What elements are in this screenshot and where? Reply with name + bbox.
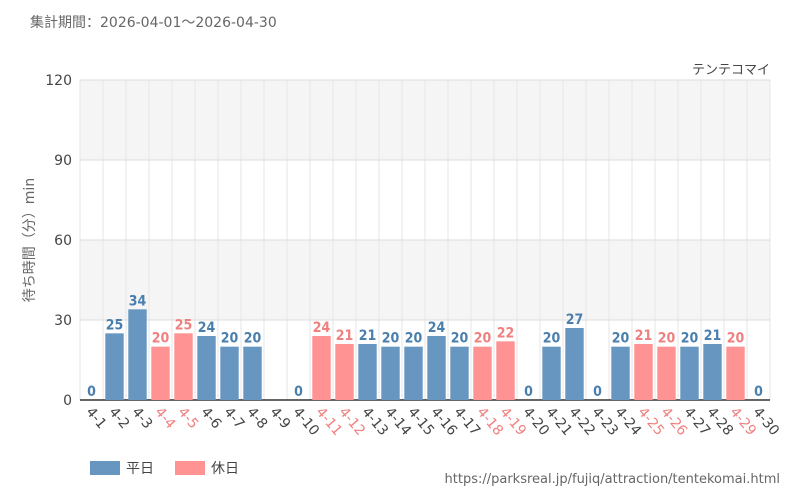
bar-value-label: 0 xyxy=(87,384,96,400)
period-label: 集計期間：2026-04-01～2026-04-30 xyxy=(30,15,277,31)
bar xyxy=(726,346,745,400)
bar-value-label: 22 xyxy=(497,325,515,341)
bar-value-label: 20 xyxy=(474,331,492,347)
y-tick-label: 120 xyxy=(45,73,72,89)
bar-value-label: 25 xyxy=(106,317,124,333)
bar-value-label: 25 xyxy=(175,317,193,333)
bar-value-label: 21 xyxy=(336,328,354,344)
x-tick-label: 4-7 xyxy=(220,404,247,432)
x-tick-label: 4-2 xyxy=(105,404,132,432)
bar-value-label: 20 xyxy=(382,331,400,347)
bar xyxy=(611,346,630,400)
bar xyxy=(680,346,699,400)
bar xyxy=(473,346,492,400)
bar xyxy=(243,346,262,400)
bar xyxy=(220,346,239,400)
x-tick-label: 4-4 xyxy=(151,404,178,432)
bar xyxy=(335,344,354,400)
bar xyxy=(565,328,584,400)
bar-value-label: 20 xyxy=(727,331,745,347)
x-tick-label: 4-3 xyxy=(128,404,155,432)
x-axis-ticks: 4-14-24-34-44-54-64-74-84-94-104-114-124… xyxy=(82,404,782,439)
bar xyxy=(634,344,653,400)
bar-value-label: 21 xyxy=(359,328,377,344)
bar-value-label: 21 xyxy=(635,328,653,344)
bars xyxy=(105,309,745,400)
y-tick-label: 60 xyxy=(54,233,72,249)
bar xyxy=(381,346,400,400)
vertical-gridlines xyxy=(79,80,771,400)
bar-value-label: 24 xyxy=(313,320,331,336)
bar xyxy=(174,333,193,400)
bar xyxy=(427,336,446,400)
bar-value-label: 20 xyxy=(405,331,423,347)
x-tick-label: 4-5 xyxy=(174,404,201,432)
bar xyxy=(358,344,377,400)
bar-value-label: 20 xyxy=(152,331,170,347)
legend-holiday-swatch xyxy=(175,461,205,475)
chart-title: テンテコマイ xyxy=(692,63,770,78)
bar-value-label: 24 xyxy=(428,320,446,336)
bar-value-label: 0 xyxy=(593,384,602,400)
bar xyxy=(542,346,561,400)
source-url-link[interactable]: https://parksreal.jp/fujiq/attraction/te… xyxy=(444,472,780,487)
bar xyxy=(197,336,216,400)
horizontal-gridlines xyxy=(80,79,770,401)
y-tick-label: 30 xyxy=(54,313,72,329)
wait-time-bar-chart: 0 30 60 90 120 0 25 34 20 25 24 20 20 0 24 21 21 20 20 24 2… xyxy=(22,63,782,439)
bar xyxy=(657,346,676,400)
bar xyxy=(404,346,423,400)
bar-value-label: 0 xyxy=(524,384,533,400)
bar-value-label: 0 xyxy=(754,384,763,400)
legend-weekday-label: 平日 xyxy=(126,461,154,477)
bar xyxy=(450,346,469,400)
bar-value-label: 20 xyxy=(221,331,239,347)
x-tick-label: 4-8 xyxy=(243,404,270,432)
bar-value-label: 20 xyxy=(244,331,262,347)
bar xyxy=(105,333,124,400)
legend-holiday-label: 休日 xyxy=(211,461,239,477)
bar xyxy=(151,346,170,400)
y-axis-ticks: 0 30 60 90 120 xyxy=(45,73,72,409)
bar-value-label: 27 xyxy=(566,312,584,328)
bar-value-label: 20 xyxy=(612,331,630,347)
bar-value-label: 20 xyxy=(681,331,699,347)
x-tick-label: 4-1 xyxy=(82,404,109,432)
value-labels: 0 25 34 20 25 24 20 20 0 24 21 21 20 20 24 20 20 22 0 20 27 0… xyxy=(87,293,763,400)
bar-value-label: 21 xyxy=(704,328,722,344)
bar-value-label: 20 xyxy=(543,331,561,347)
bar-value-label: 34 xyxy=(129,293,147,309)
bar xyxy=(496,341,515,400)
x-tick-label: 4-6 xyxy=(197,404,224,432)
bar-value-label: 20 xyxy=(451,331,469,347)
bar-value-label: 20 xyxy=(658,331,676,347)
bar xyxy=(703,344,722,400)
bar xyxy=(312,336,331,400)
x-tick-label: 4-9 xyxy=(266,404,293,432)
bar-value-label: 0 xyxy=(294,384,303,400)
y-tick-label: 90 xyxy=(54,153,72,169)
bar-value-label: 24 xyxy=(198,320,216,336)
y-tick-label: 0 xyxy=(63,393,72,409)
legend-weekday: 平日 xyxy=(90,458,154,478)
y-axis-label: 待ち時間（分）min xyxy=(22,178,38,302)
legend-weekday-swatch xyxy=(90,461,120,475)
footer: 平日 休日 https://parksreal.jp/fujiq/attract… xyxy=(0,454,800,487)
legend-holiday: 休日 xyxy=(175,458,239,478)
bar xyxy=(128,309,147,400)
